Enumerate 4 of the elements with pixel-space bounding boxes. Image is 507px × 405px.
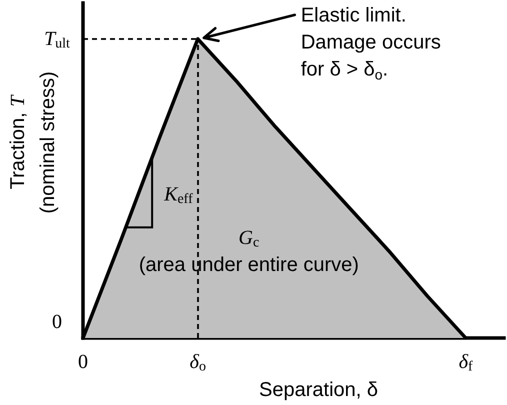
annotation: (area under entire curve) bbox=[138, 254, 359, 276]
text: 0 bbox=[52, 311, 62, 333]
x-tick-label: 0 bbox=[78, 351, 88, 373]
x-axis-title: Separation, δ bbox=[259, 379, 378, 401]
